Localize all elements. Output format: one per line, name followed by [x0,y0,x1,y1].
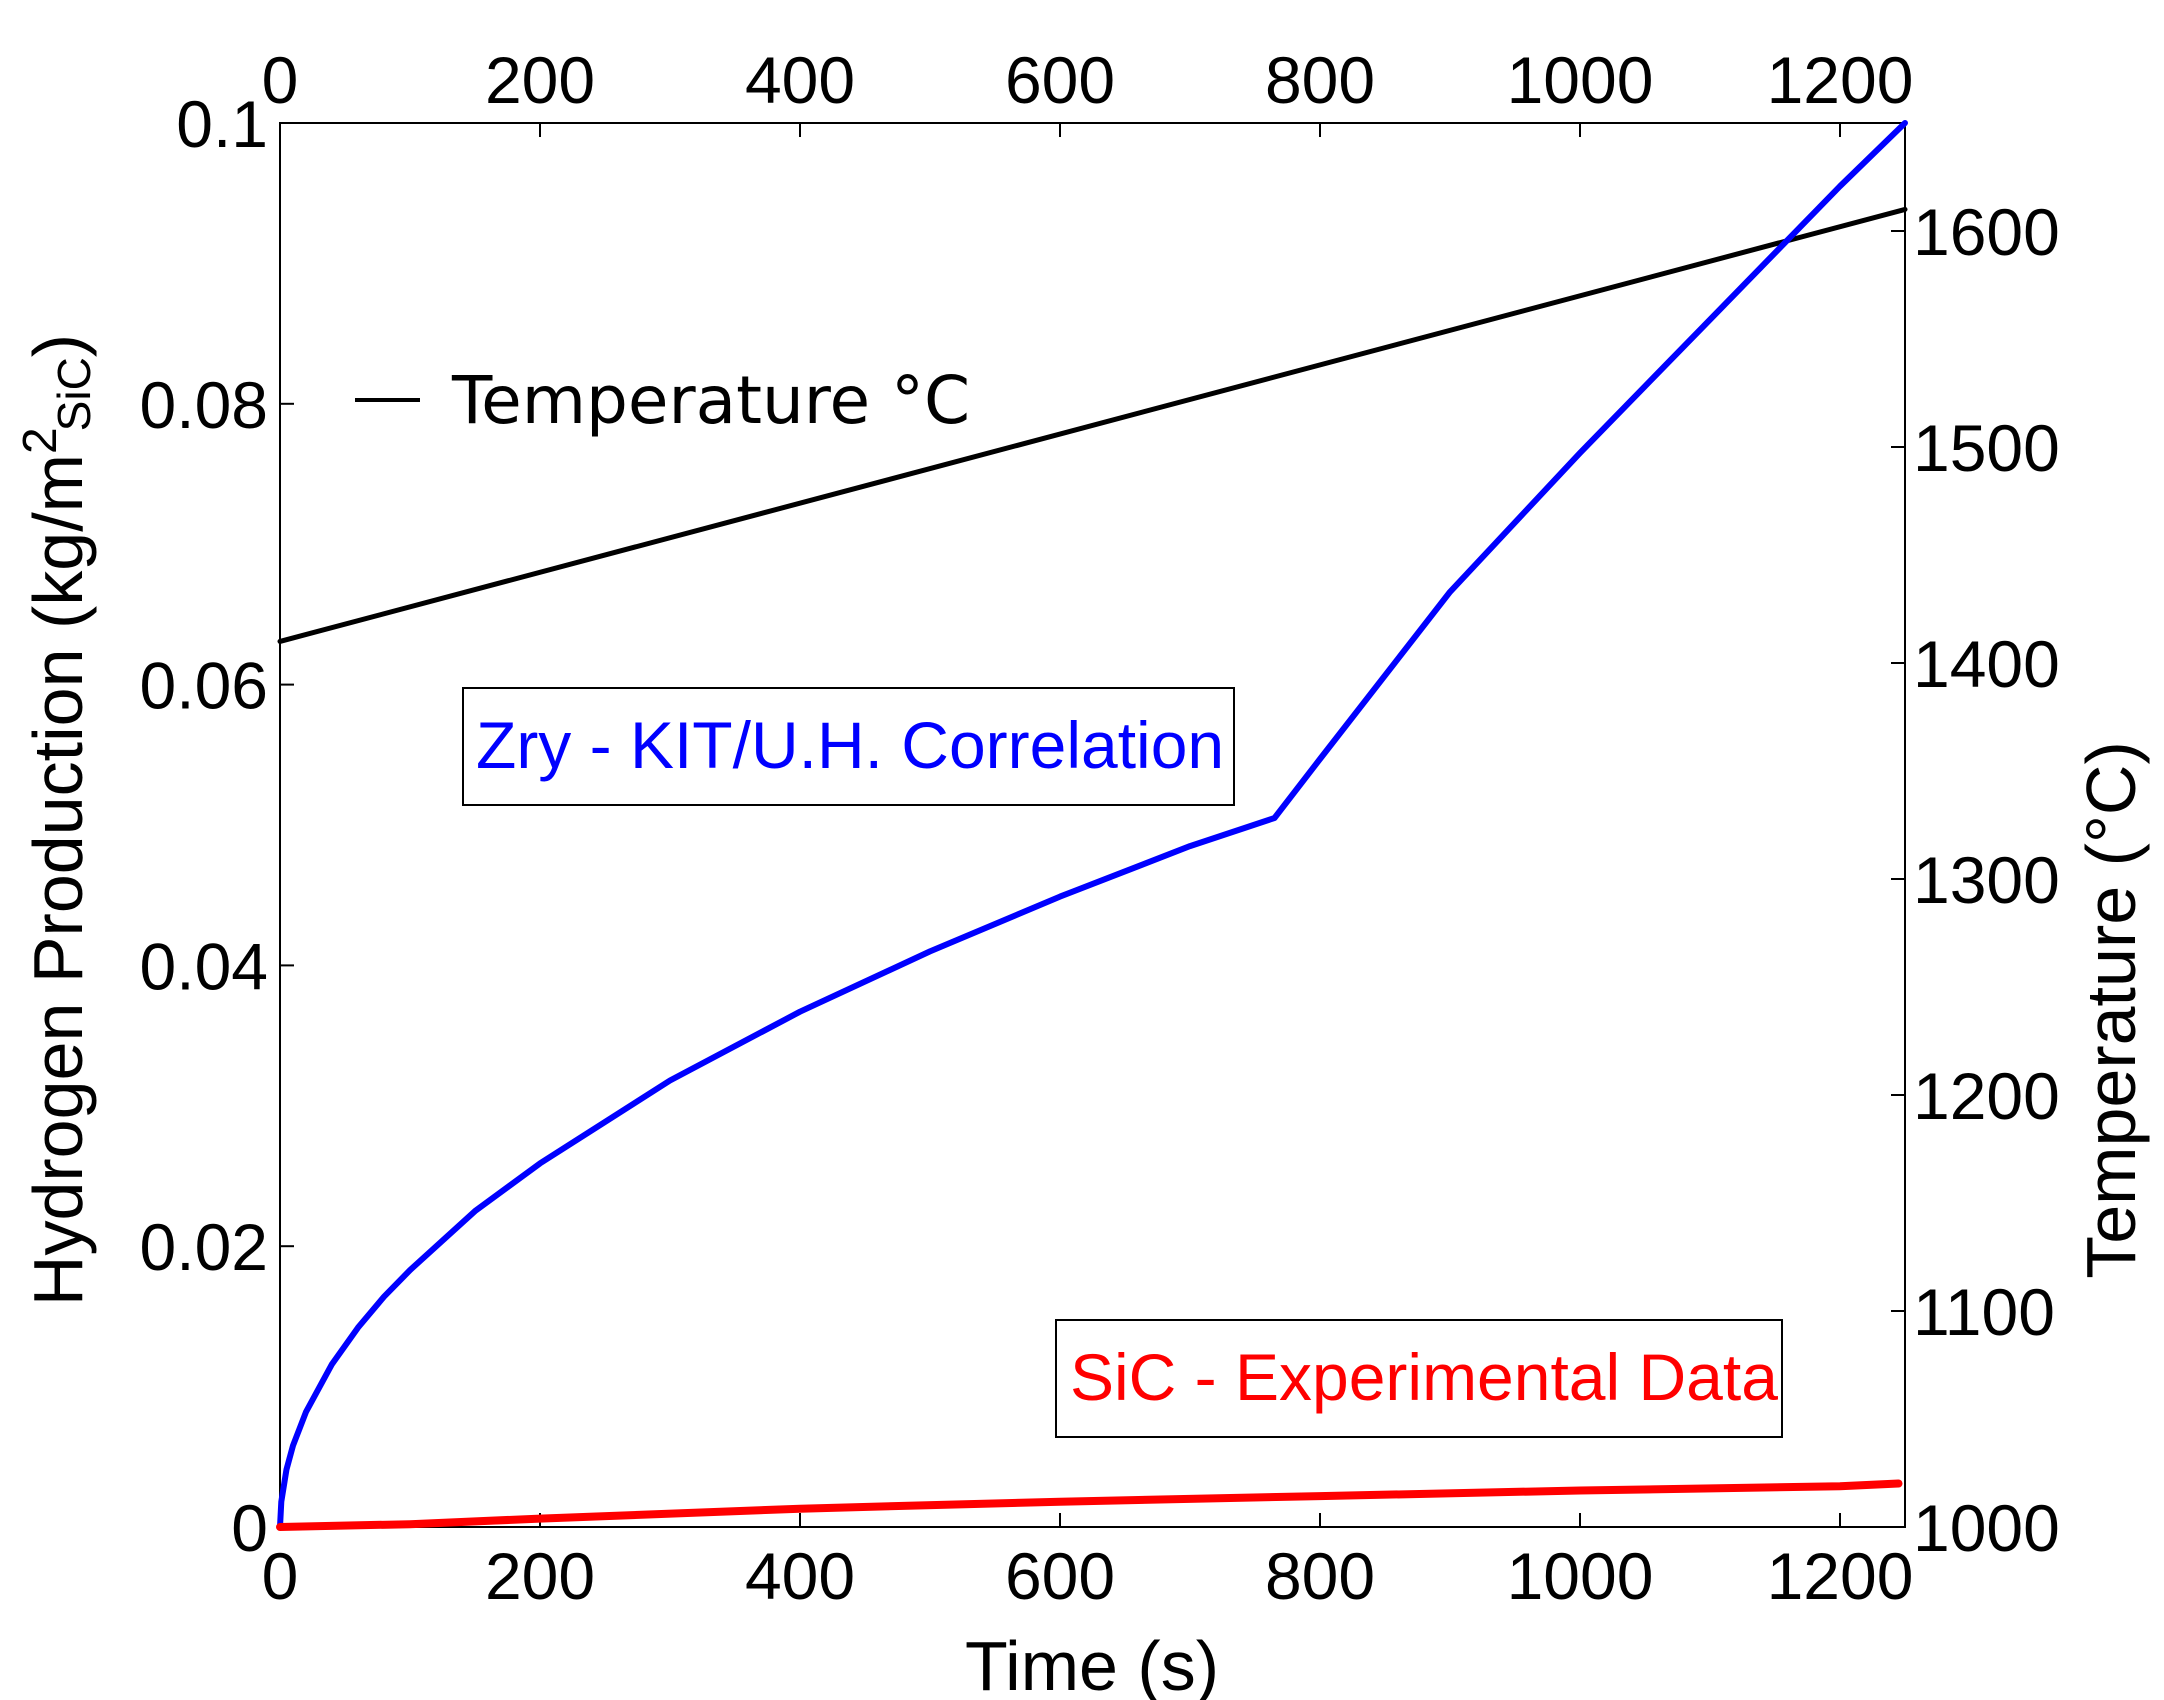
legend-label-temperature: Temperature °C [451,362,970,439]
series-line-temperature [277,206,1908,644]
y-left-tick-label-2: 0.04 [140,929,268,1003]
series-line-sic [276,1479,1903,1531]
plot-area-border [279,122,1906,1528]
annotation-sic-text: SiC - Experimental Data [1070,1340,1778,1414]
x-top-tick-label-5: 1000 [1507,43,1654,117]
y-right-tick-label-5: 1500 [1913,411,2060,485]
series-line-zry [277,120,1908,1530]
x-top-tick-label-4: 800 [1265,43,1375,117]
y-right-axis-title: Temperature (°C) [2072,741,2150,1279]
y-left-title-sub: SiC [48,357,100,431]
y-right-tick-label-0: 1000 [1913,1491,2060,1565]
y-right-tick-label-3: 1300 [1913,843,2060,917]
y-right-tick-label-2: 1200 [1913,1059,2060,1133]
annotation-zry-text: Zry - KIT/U.H. Correlation [476,708,1224,782]
x-top-tick-label-0: 0 [262,43,299,117]
x-tick-label-5: 1000 [1507,1539,1654,1613]
x-axis-top: 0 200 400 600 800 1000 1200 [262,43,1914,137]
x-tick-label-1: 200 [485,1539,595,1613]
x-tick-label-0: 0 [262,1539,299,1613]
y-right-tick-label-1: 1100 [1913,1275,2055,1349]
annotation-sic-box [1055,1319,1783,1438]
y-left-tick-label-5: 0.1 [176,87,268,161]
x-tick-label-3: 600 [1005,1539,1115,1613]
annotation-sic: SiC - Experimental Data [1055,1319,1783,1438]
y-left-title-main: Hydrogen Production (kg/m [19,454,97,1306]
legend: Temperature °C [355,362,970,439]
x-tick-label-2: 400 [745,1539,855,1613]
plot-frame [279,122,1906,1528]
y-axis-right: 1000 1100 1200 1300 1400 1500 1600 [1891,195,2060,1565]
annotation-zry: Zry - KIT/U.H. Correlation [462,687,1235,806]
y-right-tick-label-4: 1400 [1913,627,2060,701]
x-axis-bottom: 0 200 400 600 800 1000 1200 [262,1513,1914,1613]
y-left-tick-label-0: 0 [231,1491,268,1565]
y-left-title-sup: 2 [14,427,67,454]
x-top-tick-label-6: 1200 [1767,43,1914,117]
x-tick-label-6: 1200 [1767,1539,1914,1613]
y-left-title-close: ) [19,334,97,357]
y-left-tick-label-1: 0.02 [140,1210,268,1284]
y-left-axis-title: Hydrogen Production (kg/m2SiC) [14,334,100,1306]
x-tick-label-4: 800 [1265,1539,1375,1613]
x-top-tick-label-2: 400 [745,43,855,117]
y-left-tick-label-4: 0.08 [140,368,268,442]
series-layer [276,120,1908,1531]
y-axis-left: 0 0.02 0.04 0.06 0.08 0.1 [140,87,294,1565]
annotation-zry-box [462,687,1235,806]
x-top-tick-label-3: 600 [1005,43,1115,117]
x-axis-title: Time (s) [965,1627,1219,1700]
y-right-tick-label-6: 1600 [1913,195,2060,269]
x-top-tick-label-1: 200 [485,43,595,117]
y-left-tick-label-3: 0.06 [140,649,268,723]
